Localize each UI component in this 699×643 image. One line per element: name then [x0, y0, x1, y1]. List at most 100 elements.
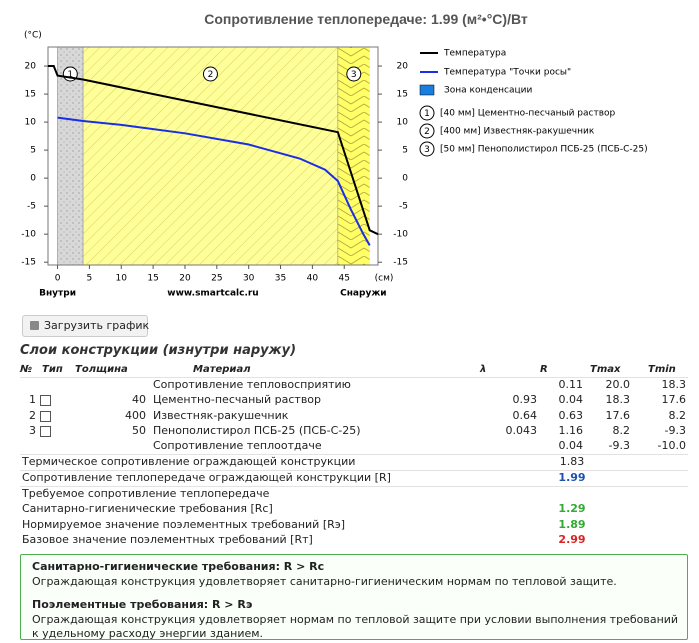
table-cell: Сопротивление теплоотдаче — [153, 439, 322, 453]
legend-number: 3 — [424, 145, 430, 155]
x-tick-label: 5 — [87, 274, 93, 284]
requirement-value: 1.89 — [558, 517, 586, 531]
checkbox[interactable] — [40, 395, 51, 407]
series-line — [57, 116, 371, 246]
layer-marker — [202, 66, 218, 82]
required-title: Требуемое сопротивление теплопередаче — [22, 487, 270, 500]
page-title: Сопротивление теплопередаче: 1.99 (м²•°С… — [204, 11, 528, 27]
conclusion-heading: Поэлементные требования: R > Rэ — [32, 598, 253, 611]
table-cell: 40 — [132, 393, 146, 407]
layer-marker — [346, 66, 362, 82]
plot-frame — [47, 46, 379, 266]
table-cell: 8.2 — [668, 408, 687, 422]
legend-label: [50 мм] Пенополистирол ПСБ-25 (ПСБ-С-25) — [440, 145, 648, 155]
y2-tick-label: -5 — [399, 202, 408, 212]
x-tick-label: 25 — [211, 274, 222, 284]
annotation: Внутри — [39, 289, 76, 299]
legend-marker — [419, 105, 435, 121]
summary-label: Термическое сопротивление ограждающей ко… — [22, 455, 356, 468]
load-chart-button[interactable]: Загрузить график — [22, 315, 150, 337]
table-cell: 1 — [29, 393, 36, 407]
table-cell: 0.93 — [512, 393, 538, 407]
y-tick-label: 20 — [25, 62, 37, 72]
table-cell: Пенополистирол ПСБ-25 (ПСБ-С-25) — [153, 423, 361, 437]
checkbox[interactable] — [40, 410, 51, 422]
button-icon — [30, 321, 39, 330]
conclusion-text: Ограждающая конструкция удовлетворяет но… — [32, 613, 679, 640]
table-header: Толщина — [75, 364, 128, 375]
y-axis-label: (°С) — [24, 31, 42, 41]
table-cell: 0.63 — [558, 408, 584, 422]
y2-tick-label: 20 — [397, 62, 409, 72]
table-cell: Сопротивление тепловосприятию — [153, 378, 351, 391]
legend-marker — [419, 141, 435, 157]
layer-number: 3 — [351, 70, 357, 80]
table-header: λ — [480, 364, 487, 375]
table-cell: 0.11 — [558, 378, 584, 391]
requirement-value: 2.99 — [558, 533, 586, 546]
x-tick-label: 45 — [339, 274, 350, 284]
table-cell: 0.64 — [512, 408, 538, 422]
table-header: R — [540, 364, 548, 375]
x-tick-label: 30 — [243, 274, 255, 284]
table-cell: 400 — [125, 408, 146, 422]
y2-tick-label: 10 — [397, 118, 409, 128]
table-cell: 18.3 — [605, 393, 631, 407]
series-line — [48, 65, 379, 236]
x-tick-label: 10 — [116, 274, 128, 284]
requirement-value: 1.29 — [558, 502, 586, 515]
table-header: Тип — [42, 364, 63, 375]
table-cell: -9.3 — [608, 439, 630, 453]
legend-label: Зона конденсации — [444, 86, 532, 96]
layer-number: 1 — [67, 70, 73, 80]
separator — [20, 470, 688, 471]
summary-label: Сопротивление теплопередаче ограждающей … — [22, 471, 391, 484]
x-tick-label: 35 — [275, 274, 286, 284]
separator — [20, 486, 688, 487]
table-header: Материал — [193, 364, 251, 375]
legend-label: [400 мм] Известняк-ракушечник — [440, 127, 595, 137]
table-cell: 20.0 — [605, 378, 631, 391]
legend-number: 2 — [424, 127, 430, 137]
table-cell: 0.04 — [558, 439, 584, 453]
layer-texture — [337, 47, 370, 265]
table-cell: 0.043 — [505, 423, 538, 437]
y-tick-label: 5 — [30, 146, 36, 156]
table-cell: 17.6 — [661, 393, 687, 407]
y-tick-label: -5 — [27, 202, 36, 212]
table-cell: 3 — [29, 423, 36, 437]
legend-label: [40 мм] Цементно-песчаный раствор — [440, 109, 616, 119]
table-cell: 2 — [29, 408, 36, 422]
summary-value: 1.83 — [559, 455, 585, 468]
table-cell: 1.16 — [558, 423, 584, 437]
x-axis-label: (см) — [375, 274, 394, 284]
legend-swatch — [419, 84, 435, 96]
conclusion-heading: Санитарно-гигиенические требования: R > … — [32, 560, 325, 573]
table-cell: 18.3 — [661, 378, 687, 391]
table-cell: -9.3 — [664, 423, 686, 437]
table-header: Tmin — [648, 364, 676, 375]
y2-tick-label: -15 — [393, 258, 408, 268]
separator — [20, 454, 688, 455]
table-cell: 50 — [132, 423, 146, 437]
layer-texture — [83, 47, 338, 265]
annotation: Снаружи — [340, 289, 386, 299]
legend-marker — [419, 123, 435, 139]
requirement-label: Нормируемое значение поэлементных требов… — [22, 517, 346, 531]
summary-value: 1.99 — [558, 471, 586, 484]
table-cell: -10.0 — [657, 439, 686, 453]
y-tick-label: 0 — [30, 174, 36, 184]
legend-label: Температура — [443, 49, 506, 59]
y2-tick-label: 5 — [402, 146, 408, 156]
requirement-label: Базовое значение поэлементных требований… — [22, 533, 313, 546]
table-cell: 0.04 — [558, 393, 584, 407]
conclusion-text: Ограждающая конструкция удовлетворяет са… — [32, 575, 617, 588]
x-tick-label: 0 — [55, 274, 61, 284]
checkbox[interactable] — [40, 425, 51, 437]
button-label: Загрузить график — [44, 319, 150, 332]
y2-tick-label: 0 — [402, 174, 408, 184]
layer-texture — [57, 47, 84, 265]
table-header: № — [20, 364, 33, 375]
